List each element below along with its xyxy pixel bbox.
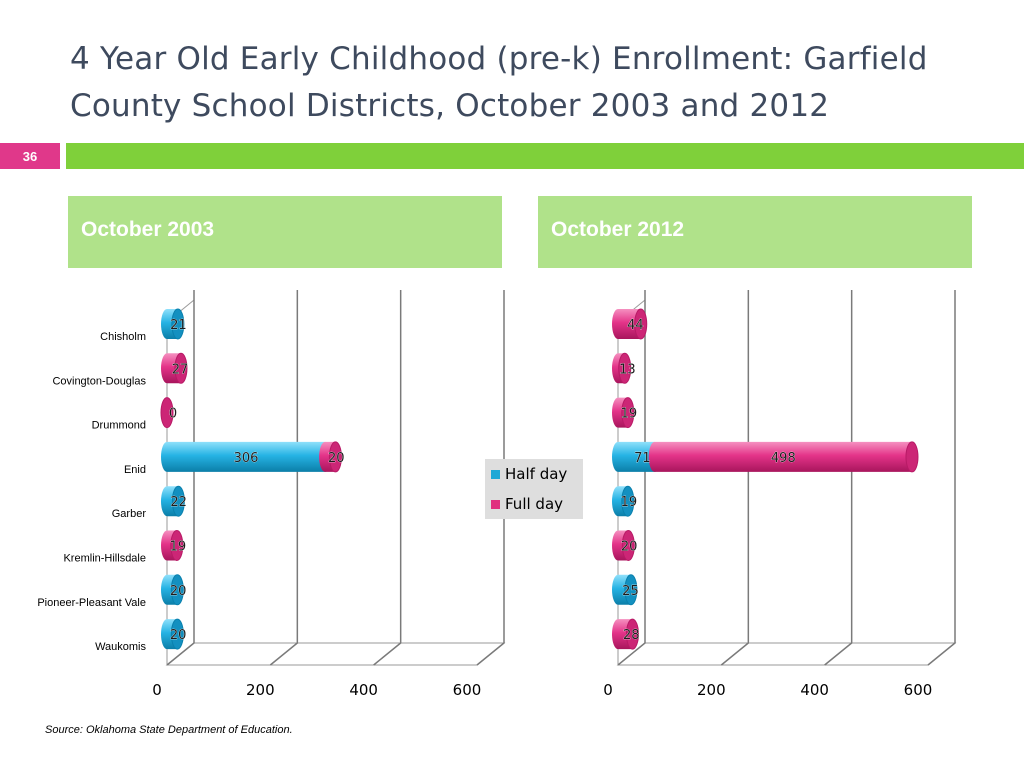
bar-cap-2003-kremlin-hillsdale (170, 530, 184, 561)
data-label-2012-enid-half-day: 71 (634, 451, 651, 466)
legend-swatch-full-day (491, 499, 500, 509)
category-label-chisholm: Chisholm (100, 331, 146, 343)
bar-cap-2012-covington-douglas (618, 352, 632, 384)
bar-cap-2012-waukomis (625, 618, 639, 650)
bar-cap-2003-garber (171, 485, 185, 517)
data-label-2012-garber-half-day: 19 (621, 495, 638, 510)
chart-october-2012: 0 200 400 600 44 13 19 71 498 19 20 25 28 (603, 290, 957, 699)
bar-cap-2003-drummond (160, 397, 174, 429)
x-tick-label-2012-400: 400 (800, 681, 829, 699)
bar-cap-2012-pioneer-pleasant-vale (624, 574, 638, 606)
data-label-2012-drummond-full-day: 19 (621, 407, 638, 422)
chart-floor-2012 (616, 642, 957, 666)
bar-2012-enid-full-day (648, 441, 918, 472)
category-label-waukomis: Waukomis (95, 641, 146, 653)
data-label-2003-waukomis-half-day: 20 (170, 628, 187, 643)
bar-cap-2012-kremlin-hillsdale (621, 530, 635, 561)
gridline-2012-200 (720, 290, 750, 666)
category-label-pioneer-pleasant-vale: Pioneer-Pleasant Vale (37, 597, 146, 609)
gridline-2003-0 (166, 290, 195, 666)
data-label-2003-drummond-full-day: 0 (169, 407, 177, 422)
legend-item-half-day: Half day (491, 465, 567, 483)
chart-legend: Half day Full day (485, 459, 583, 519)
x-tick-label-2003-200: 200 (246, 681, 275, 699)
legend-item-full-day: Full day (491, 495, 563, 513)
source-note: Source: Oklahoma State Department of Edu… (45, 724, 293, 736)
x-tick-label-2003-0: 0 (152, 681, 162, 699)
data-label-2003-chisholm-half-day: 21 (170, 318, 187, 333)
bar-2012-enid-half-day (612, 441, 661, 472)
chart-floor-2003 (165, 642, 506, 666)
category-label-enid: Enid (124, 464, 146, 476)
panel-header-2012-label: October 2012 (551, 218, 685, 241)
x-tick-label-2012-200: 200 (697, 681, 726, 699)
chart-october-2003: 0 200 400 600ChisholmCovington-DouglasDrumm… (37, 290, 506, 699)
legend-label-full-day: Full day (505, 495, 564, 513)
gridline-2012-0 (617, 290, 646, 666)
page-number-badge: 36 (0, 143, 60, 169)
data-label-2003-enid-half-day: 306 (234, 451, 259, 466)
bar-cap-2012-garber (621, 485, 635, 517)
data-label-2003-kremlin-hillsdale-full-day: 19 (170, 540, 187, 555)
panel-header-2003-label: October 2003 (81, 218, 215, 241)
bar-cap-2003-enid (328, 441, 342, 473)
data-label-2012-kremlin-hillsdale-full-day: 20 (621, 540, 638, 555)
page-number: 36 (22, 148, 38, 164)
data-label-2012-chisholm-full-day: 44 (627, 318, 644, 333)
data-label-2003-garber-half-day: 22 (170, 495, 187, 510)
data-label-2012-waukomis-full-day: 28 (623, 628, 640, 643)
legend-swatch-half-day (491, 469, 500, 479)
gridline-2003-600 (476, 290, 505, 666)
bar-cap-2003-pioneer-pleasant-vale (170, 574, 184, 606)
data-label-2012-pioneer-pleasant-vale-half-day: 25 (622, 584, 639, 599)
data-label-2012-enid-full-day: 498 (771, 451, 796, 466)
gridline-2003-200 (269, 290, 299, 666)
bar-cap-2012-drummond (621, 397, 635, 429)
category-label-drummond: Drummond (92, 420, 146, 432)
x-tick-label-2003-400: 400 (349, 681, 378, 699)
x-tick-label-2012-0: 0 (603, 681, 613, 699)
data-label-2003-covington-douglas-full-day: 27 (172, 362, 189, 377)
category-label-garber: Garber (112, 508, 147, 520)
gridline-2003-400 (373, 290, 402, 666)
category-label-kremlin-hillsdale: Kremlin-Hillsdale (63, 553, 146, 565)
slide-title: 4 Year Old Early Childhood (pre-k) Enrol… (70, 41, 928, 124)
panel-header-2003: October 2003 (68, 196, 502, 268)
data-label-2003-pioneer-pleasant-vale-half-day: 20 (170, 584, 187, 599)
gridline-2012-600 (927, 290, 956, 666)
legend-label-half-day: Half day (505, 465, 568, 483)
bar-cap-2012-enid (905, 441, 919, 473)
x-tick-label-2003-600: 600 (453, 681, 482, 699)
panel-header-2012: October 2012 (538, 196, 972, 268)
accent-bar (66, 143, 1024, 169)
bar-cap-2003-chisholm (171, 308, 185, 340)
enrollment-charts: 0 200 400 600ChisholmCovington-DouglasDrumm… (37, 290, 957, 699)
bar-cap-2003-covington-douglas (174, 352, 188, 384)
x-tick-label-2012-600: 600 (904, 681, 933, 699)
data-label-2012-covington-douglas-full-day: 13 (619, 362, 636, 377)
gridline-2012-400 (824, 290, 853, 666)
bar-cap-2003-waukomis (170, 618, 184, 650)
bar-2003-enid-half-day (161, 441, 332, 472)
bar-cap-2012-chisholm (634, 308, 648, 340)
category-label-covington-douglas: Covington-Douglas (52, 375, 146, 387)
data-label-2003-enid-full-day: 20 (328, 451, 345, 466)
